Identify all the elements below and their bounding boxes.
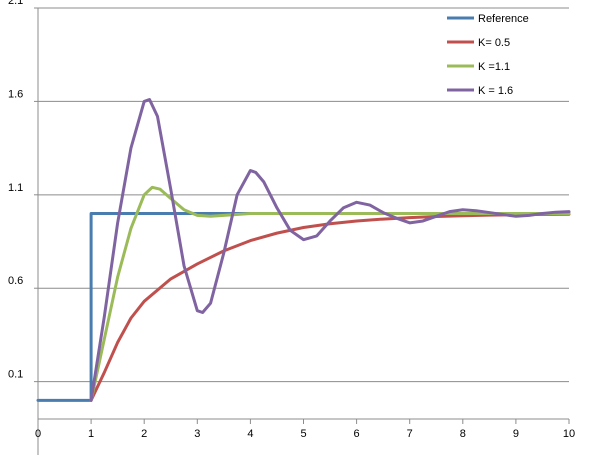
series-line-3 [89,185,571,402]
x-tick-label: 6 [354,428,360,440]
series-line-2 [89,212,571,402]
legend: Reference K= 0.5 K =1.1 K = 1.6 [447,13,529,97]
gridlines [38,7,569,383]
y-tick-label: 0.1 [8,369,23,381]
y-tick-label: 1.1 [8,182,23,194]
x-tick-label: 10 [563,428,575,440]
x-tick-label: 9 [513,428,519,440]
y-tick-label: 2.1 [8,0,23,7]
tick-labels: 0 1 2 3 4 5 6 7 8 9 10 0.1 0.6 1.1 1.6 2.1 [8,0,575,440]
x-tick-label: 2 [141,428,147,440]
axes [34,7,570,455]
x-tick-label: 3 [194,428,200,440]
series-line-1 [36,212,571,402]
legend-label-2: K= 0.5 [478,37,510,49]
legend-label-1: Reference [478,13,529,25]
series-line-4 [89,98,571,402]
x-tick-label: 0 [35,428,41,440]
x-tick-label: 4 [247,428,253,440]
x-tick-label: 8 [460,428,466,440]
legend-label-4: K = 1.6 [478,85,513,97]
x-tick-label: 5 [300,428,306,440]
x-tick-label: 7 [407,428,413,440]
series-lines [36,98,571,402]
x-tick-label: 1 [88,428,94,440]
y-tick-label: 1.6 [8,88,23,100]
legend-label-3: K =1.1 [478,61,510,73]
y-tick-label: 0.6 [8,275,23,287]
